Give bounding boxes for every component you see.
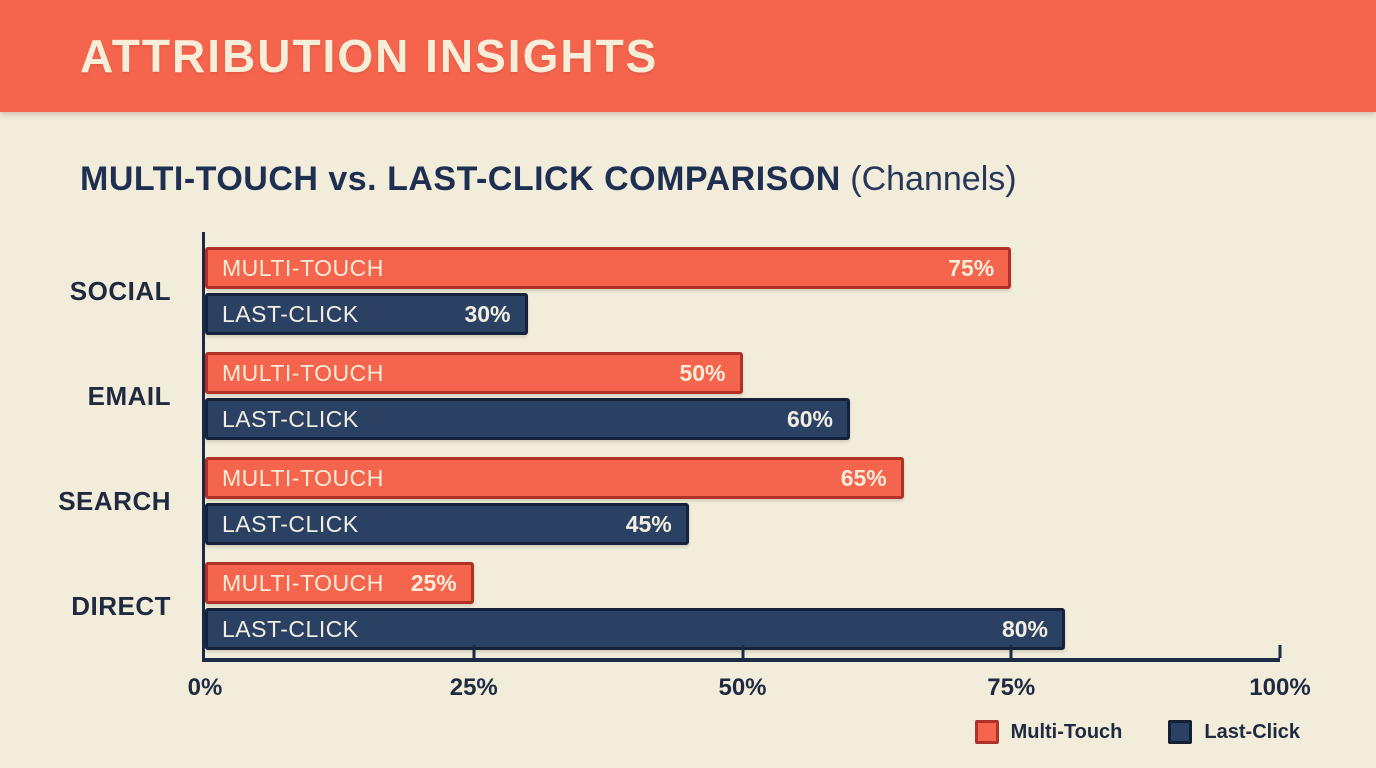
legend-swatch-icon	[974, 720, 999, 744]
x-axis-tick-mark	[741, 645, 744, 658]
plot-rows: SOCIAL MULTI-TOUCH 75% LAST-CLICK 30% EMAIL MU…	[58, 247, 1280, 667]
x-axis-tick-mark	[1278, 645, 1282, 658]
x-axis-tick-label: 100%	[1249, 674, 1311, 701]
category-group-social: SOCIAL MULTI-TOUCH 75% LAST-CLICK 30%	[70, 247, 1280, 335]
bar-last-click-direct: LAST-CLICK 80%	[205, 608, 1065, 650]
bar-series-label: MULTI-TOUCH	[222, 359, 384, 386]
bar-series-label: LAST-CLICK	[222, 405, 359, 432]
bar-series-label: MULTI-TOUCH	[222, 569, 384, 596]
bar-multi-touch-search: MULTI-TOUCH 65%	[205, 457, 904, 499]
bar-value-label: 50%	[679, 359, 726, 386]
category-label-email: EMAIL	[87, 380, 171, 411]
bar-series-label: LAST-CLICK	[222, 615, 359, 642]
legend-label: Multi-Touch	[1010, 720, 1123, 743]
x-axis-tick-mark	[472, 645, 476, 658]
bar-last-click-search: LAST-CLICK 45%	[205, 503, 689, 545]
x-axis-tick-label: 25%	[449, 674, 498, 701]
page-title: ATTRIBUTION INSIGHTS	[80, 30, 659, 82]
category-group-email: EMAIL MULTI-TOUCH 50% LAST-CLICK 60%	[88, 352, 1280, 440]
bar-multi-touch-direct: MULTI-TOUCH 25%	[205, 562, 474, 604]
category-label-direct: DIRECT	[71, 590, 171, 621]
bar-value-label: 65%	[840, 464, 887, 491]
x-axis-tick-label: 75%	[987, 674, 1036, 701]
legend-item-multi-touch: Multi-Touch	[974, 720, 1123, 744]
chart-title: MULTI-TOUCH vs. LAST-CLICK COMPARISON (C…	[80, 160, 1017, 199]
x-axis-tick-label: 0%	[187, 674, 223, 701]
chart-title-suffix: (Channels)	[840, 160, 1017, 198]
x-axis-tick-mark	[1009, 645, 1013, 658]
legend-label: Last-Click	[1204, 720, 1300, 743]
bar-chart: SOCIAL MULTI-TOUCH 75% LAST-CLICK 30% EMAIL MU…	[58, 232, 1311, 701]
header-banner: ATTRIBUTION INSIGHTS	[0, 0, 1376, 112]
bar-value-label: 60%	[786, 405, 833, 432]
bar-series-label: LAST-CLICK	[222, 300, 359, 327]
bar-last-click-email: LAST-CLICK 60%	[205, 398, 850, 440]
bar-value-label: 30%	[464, 300, 511, 327]
bar-series-label: MULTI-TOUCH	[222, 254, 384, 281]
bar-series-label: LAST-CLICK	[222, 510, 359, 537]
bar-value-label: 25%	[410, 569, 457, 596]
y-axis-line	[202, 232, 205, 662]
x-tick-labels: 0% 25% 50% 75% 100%	[188, 674, 1311, 704]
legend-swatch-icon	[1168, 720, 1193, 744]
bar-value-label: 75%	[948, 254, 995, 281]
bar-value-label: 45%	[625, 510, 672, 537]
category-group-search: SEARCH MULTI-TOUCH 65% LAST-CLICK 45%	[58, 457, 1280, 545]
bar-multi-touch-email: MULTI-TOUCH 50%	[205, 352, 743, 394]
x-axis-line	[202, 658, 1280, 662]
bar-last-click-social: LAST-CLICK 30%	[205, 293, 528, 335]
category-group-direct: DIRECT MULTI-TOUCH 25% LAST-CLICK 80%	[71, 562, 1280, 650]
bar-multi-touch-social: MULTI-TOUCH 75%	[205, 247, 1012, 289]
category-label-social: SOCIAL	[69, 275, 171, 306]
bar-series-label: MULTI-TOUCH	[222, 464, 384, 491]
legend-item-last-click: Last-Click	[1168, 720, 1300, 744]
chart-title-main: MULTI-TOUCH vs. LAST-CLICK COMPARISON	[80, 160, 841, 198]
category-label-search: SEARCH	[58, 485, 171, 516]
x-axis-tick-label: 50%	[718, 674, 767, 701]
bar-value-label: 80%	[1001, 615, 1048, 642]
legend: Multi-Touch Last-Click	[974, 720, 1300, 744]
